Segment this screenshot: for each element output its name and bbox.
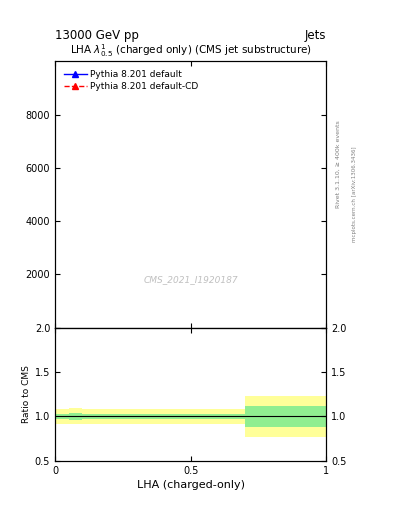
Text: Rivet 3.1.10, ≥ 400k events: Rivet 3.1.10, ≥ 400k events — [336, 120, 341, 208]
Legend: Pythia 8.201 default, Pythia 8.201 default-CD: Pythia 8.201 default, Pythia 8.201 defau… — [61, 67, 202, 95]
Title: LHA $\lambda^{1}_{0.5}$ (charged only) (CMS jet substructure): LHA $\lambda^{1}_{0.5}$ (charged only) (… — [70, 42, 312, 59]
X-axis label: LHA (charged-only): LHA (charged-only) — [137, 480, 244, 490]
Text: Jets: Jets — [305, 29, 326, 42]
Text: 13000 GeV pp: 13000 GeV pp — [55, 29, 139, 42]
Text: CMS_2021_I1920187: CMS_2021_I1920187 — [143, 275, 238, 284]
Text: mcplots.cern.ch [arXiv:1306.3436]: mcplots.cern.ch [arXiv:1306.3436] — [352, 147, 357, 242]
Y-axis label: Ratio to CMS: Ratio to CMS — [22, 365, 31, 423]
